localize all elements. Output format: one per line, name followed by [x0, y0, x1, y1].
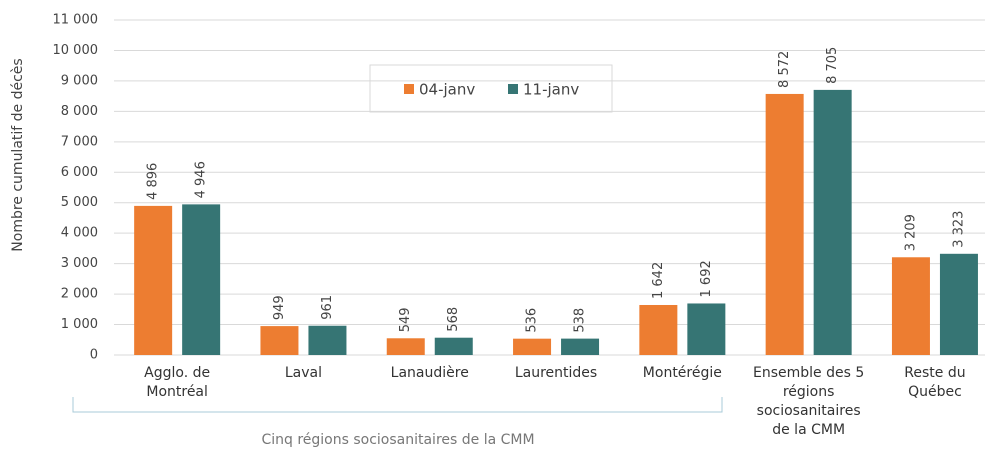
- x-tick-label: Laval: [284, 365, 322, 381]
- value-label: 961: [320, 295, 335, 320]
- y-tick-label: 6 000: [61, 165, 98, 180]
- y-axis-title: Nombre cumulatif de décès: [10, 58, 26, 251]
- y-tick-label: 0: [90, 348, 98, 363]
- bar: [260, 326, 299, 355]
- value-label: 8 705: [825, 47, 840, 84]
- value-label: 1 642: [651, 262, 666, 299]
- value-label: 8 572: [777, 51, 792, 88]
- y-tick-label: 11 000: [53, 13, 99, 28]
- y-tick-label: 10 000: [53, 43, 99, 58]
- value-label: 1 692: [699, 260, 714, 297]
- value-label: 538: [573, 308, 588, 333]
- bar: [386, 338, 425, 355]
- y-tick-label: 4 000: [61, 226, 98, 241]
- bar: [513, 338, 552, 355]
- value-label: 949: [272, 295, 287, 320]
- y-tick-label: 8 000: [61, 104, 98, 119]
- annotation: Cinq régions sociosanitaires de la CMM: [261, 432, 534, 448]
- value-label: 4 896: [146, 163, 161, 200]
- value-label: 4 946: [194, 161, 209, 198]
- legend-swatch: [508, 84, 518, 94]
- x-tick-label: Laurentides: [514, 365, 598, 381]
- bar: [891, 257, 930, 355]
- bar: [434, 337, 473, 355]
- y-tick-label: 5 000: [61, 195, 98, 210]
- x-tick-label: Montérégie: [642, 365, 722, 381]
- value-label: 536: [525, 308, 540, 333]
- bar: [939, 253, 978, 355]
- x-tick-label: Ensemble des 5 régions sociosanitaires d…: [753, 365, 865, 438]
- y-tick-label: 9 000: [61, 73, 98, 88]
- value-label: 3 323: [951, 211, 966, 248]
- bar: [639, 304, 678, 355]
- bar: [182, 204, 221, 355]
- value-label: 3 209: [903, 214, 918, 251]
- y-tick-label: 7 000: [61, 134, 98, 149]
- y-tick-label: 1 000: [61, 317, 98, 332]
- bar: [813, 89, 852, 355]
- bar: [765, 93, 804, 355]
- x-tick-label: Reste du Québec: [904, 365, 966, 400]
- bar: [687, 303, 726, 355]
- bar: [308, 325, 347, 355]
- value-label: 568: [446, 307, 461, 332]
- group-bracket: [72, 397, 723, 413]
- value-label: 549: [398, 307, 413, 332]
- legend-swatch: [404, 84, 414, 94]
- legend-label: 04-janv: [419, 81, 475, 99]
- bar: [134, 205, 173, 355]
- y-tick-label: 2 000: [61, 287, 98, 302]
- x-tick-label: Lanaudière: [390, 365, 469, 381]
- y-tick-label: 3 000: [61, 256, 98, 271]
- legend-label: 11-janv: [523, 81, 579, 99]
- bar: [561, 338, 600, 355]
- x-tick-label: Agglo. de Montréal: [144, 365, 211, 400]
